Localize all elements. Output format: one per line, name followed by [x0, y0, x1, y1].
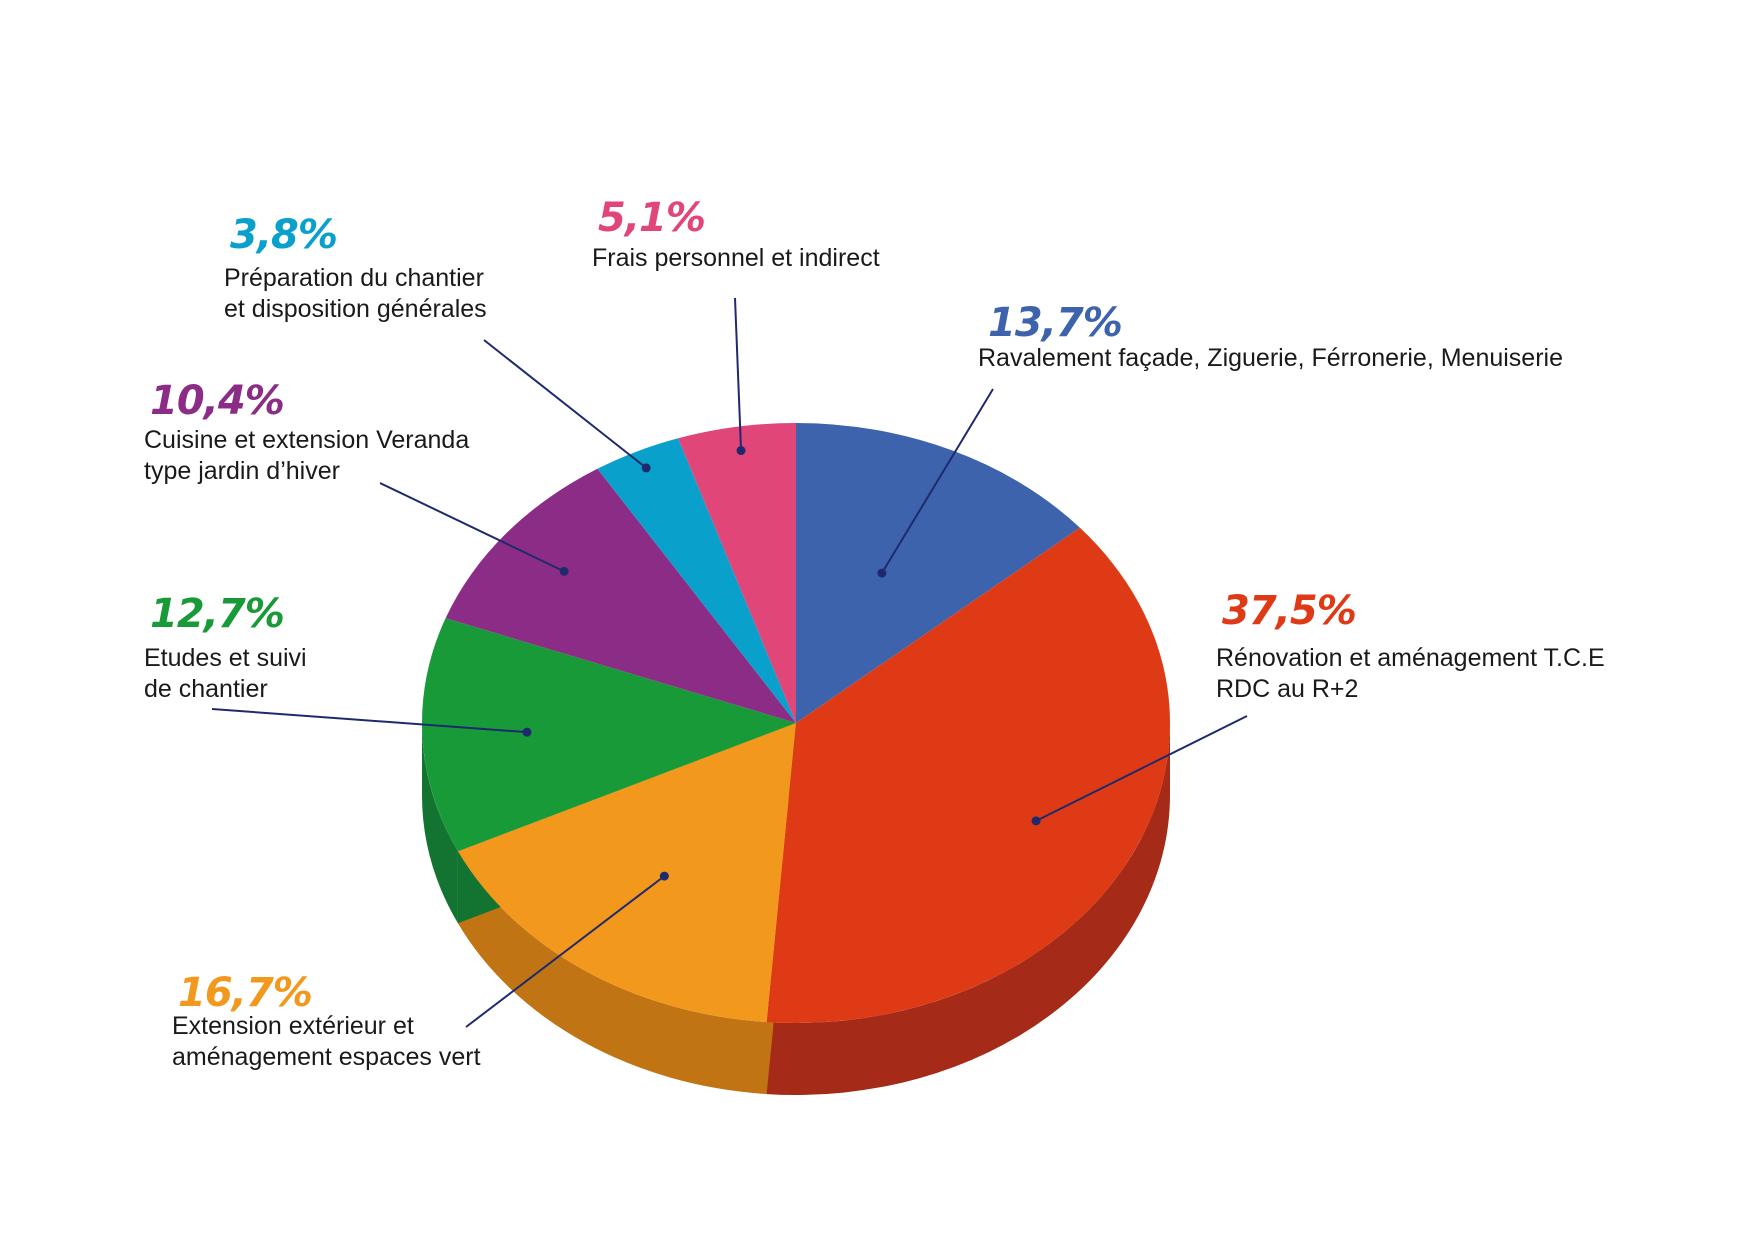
slice-percent-3: 12,7%	[150, 591, 284, 637]
pie-slice-6	[678, 423, 796, 723]
leader-line-3	[211, 708, 528, 734]
slice-label-4-line-1: type jardin d’hiver	[144, 457, 340, 485]
leader-line-0	[881, 388, 994, 574]
slice-label-1-line-1: RDC au R+2	[1216, 675, 1358, 703]
pie-slices	[421, 423, 1170, 1023]
leader-dot-1	[1031, 816, 1041, 826]
pie-slice-5	[597, 438, 796, 723]
leader-line-6	[734, 297, 743, 451]
slice-label-5-line-1: et disposition générales	[224, 295, 487, 323]
slice-labels: 13,7%Ravalement façade, Ziguerie, Férron…	[144, 195, 1605, 1071]
pie-slice-0	[796, 423, 1080, 723]
leader-dot-3	[522, 727, 532, 737]
pie-slice-1	[766, 527, 1170, 1023]
leader-lines	[211, 297, 1248, 1028]
pie-slice-3	[421, 618, 796, 852]
leader-dot-4	[559, 566, 569, 576]
slice-label-3-line-1: de chantier	[144, 675, 268, 703]
slice-label-4-line-0: Cuisine et extension Veranda	[144, 426, 469, 454]
leader-dot-5	[641, 463, 651, 473]
pie-slice-4	[445, 468, 796, 723]
slice-label-6-line-0: Frais personnel et indirect	[592, 244, 880, 272]
slice-label-5-line-0: Préparation du chantier	[224, 264, 484, 292]
leader-line-5	[483, 339, 647, 469]
slice-label-2-line-0: Extension extérieur et	[172, 1012, 414, 1040]
slice-percent-2: 16,7%	[178, 970, 312, 1016]
pie-slice-2	[457, 723, 796, 1023]
leader-dot-0	[877, 568, 887, 578]
slice-percent-1: 37,5%	[1222, 588, 1356, 634]
leader-line-2	[465, 875, 665, 1028]
leader-line-4	[379, 482, 565, 573]
slice-label-1-line-0: Rénovation et aménagement T.C.E	[1216, 644, 1605, 672]
leader-dot-2	[659, 871, 669, 881]
slice-side-2	[457, 851, 767, 1095]
leader-dot-6	[736, 446, 746, 456]
slice-percent-4: 10,4%	[150, 378, 284, 424]
slice-percent-5: 3,8%	[230, 212, 337, 258]
slice-label-3-line-0: Etudes et suivi	[144, 644, 307, 672]
slice-percent-0: 13,7%	[988, 300, 1122, 346]
slice-label-2-line-1: aménagement espaces vert	[172, 1043, 481, 1071]
slice-label-0-line-0: Ravalement façade, Ziguerie, Férronerie,…	[978, 344, 1563, 372]
slice-side-1	[766, 723, 1170, 1095]
slice-percent-6: 5,1%	[598, 195, 705, 241]
leader-line-1	[1035, 715, 1248, 822]
slice-side-3	[422, 723, 458, 924]
